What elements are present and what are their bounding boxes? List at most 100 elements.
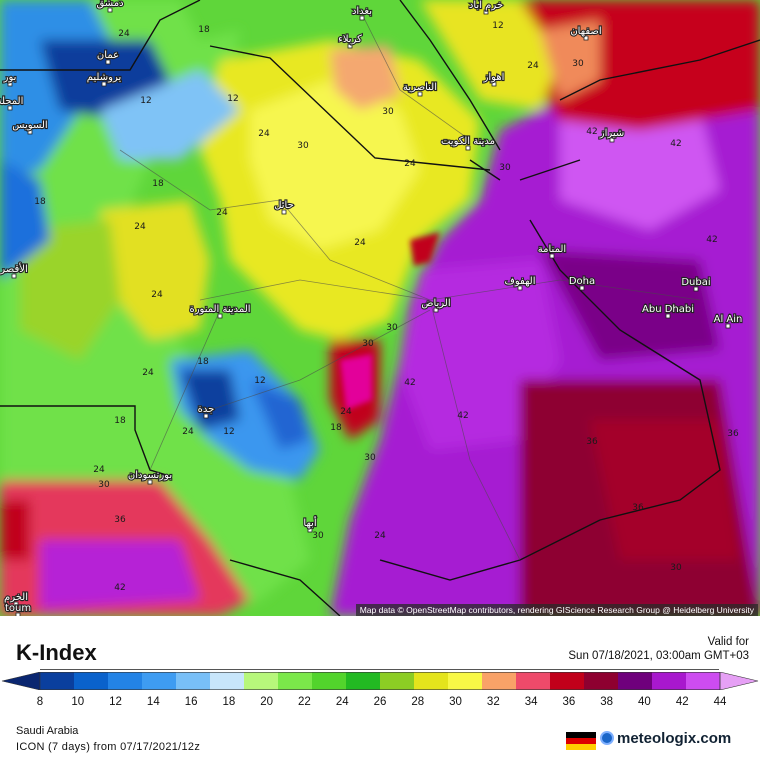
city-dot [105, 59, 111, 65]
legend-max-arrow [719, 672, 759, 690]
legend-tick-label: 42 [675, 696, 689, 708]
legend-tick-label: 24 [335, 696, 349, 708]
city-label: أبها [303, 516, 316, 529]
roads [119, 9, 701, 561]
contour-label: 30 [312, 531, 324, 541]
city-dot [465, 145, 471, 151]
k-index-field [0, 0, 760, 616]
legend-tick-label: 32 [486, 696, 500, 708]
city-marker: بور [2, 71, 17, 87]
city-label: كربلاء [338, 34, 362, 45]
contour-label: 24 [182, 427, 194, 437]
map-attribution[interactable]: Map data © OpenStreetMap contributors, r… [355, 604, 758, 616]
city-label: اصفهان [570, 26, 601, 37]
legend-tick-label: 14 [146, 696, 160, 708]
valid-label: Valid for [707, 636, 749, 648]
city-label: جدة [198, 404, 215, 415]
city-dot [483, 9, 489, 15]
city-dot [27, 129, 33, 135]
city-marker: أبها [302, 515, 318, 533]
legend-tick-label: 30 [449, 696, 462, 708]
city-marker: الناصرية [402, 81, 438, 97]
city-marker: عمان [96, 49, 120, 65]
city-label: يروشليم [87, 72, 122, 83]
legend-swatch [312, 672, 347, 690]
legend-swatch [210, 672, 245, 690]
city-dot [7, 81, 13, 87]
contour-label: 24 [142, 368, 154, 378]
city-marker: السويس [11, 119, 49, 135]
contour-label: 24 [93, 465, 105, 475]
city-label: Al Ain [714, 314, 743, 325]
city-dot [347, 43, 353, 49]
city-dot [15, 612, 21, 616]
contour-label: 30 [499, 163, 511, 173]
legend-swatch [550, 672, 585, 690]
city-marker: كربلاء [337, 33, 363, 49]
legend-swatch [108, 672, 143, 690]
city-label: toum [5, 603, 31, 614]
legend-swatch [686, 672, 721, 690]
legend-swatch [278, 672, 313, 690]
legend-swatch [40, 672, 75, 690]
contour-label: 30 [670, 563, 682, 573]
legend-min-arrow [1, 672, 41, 690]
contour-label: 42 [670, 139, 681, 149]
color-legend [1, 672, 759, 690]
city-label: مدينة الكويت [441, 136, 495, 147]
model-run-label: ICON (7 days) from 07/17/2021/12z [16, 741, 201, 753]
contour-label: 12 [223, 427, 234, 437]
german-flag-icon [566, 732, 596, 750]
legend-swatch [482, 672, 517, 690]
contour-label: 42 [457, 411, 468, 421]
city-dot [693, 286, 699, 292]
legend-tick-label: 20 [260, 696, 274, 708]
city-marker: الأقصر [0, 261, 29, 279]
legend-tick-label: 36 [562, 696, 576, 708]
contour-label: 18 [197, 357, 209, 367]
contour-label: 12 [227, 94, 238, 104]
legend-swatch [74, 672, 109, 690]
city-dot [11, 273, 17, 279]
city-marker: Doha [568, 275, 596, 291]
map-title: K-Index [16, 640, 97, 665]
city-marker: الخرم [3, 591, 29, 607]
legend-tick-label: 44 [713, 696, 727, 708]
contour-labels: 24 18 12 30 24 12 12 30 24 30 42 42 18 18 24 30 24 24 24 42… [34, 21, 739, 593]
k-index-map[interactable]: 24 18 12 30 24 12 12 30 24 30 42 42 18 18 24 30 24 24 24 42… [0, 0, 760, 616]
city-marker: بورتسودان [127, 469, 173, 485]
city-dot [665, 313, 671, 319]
legend-swatch [380, 672, 415, 690]
contour-label: 42 [404, 378, 415, 388]
city-label: الناصرية [403, 82, 437, 93]
city-marker: Abu Dhabi [641, 303, 695, 319]
contour-label: 24 [374, 531, 386, 541]
legend-tick-label: 18 [222, 696, 236, 708]
contour-label: 18 [152, 179, 164, 189]
city-dot [725, 323, 731, 329]
contour-label: 36 [727, 429, 739, 439]
contour-label: 24 [354, 238, 366, 248]
city-marker: المحلة [0, 95, 24, 111]
contour-label: 24 [134, 222, 146, 232]
city-marker: جدة [197, 403, 215, 419]
city-marker: بغداد [351, 5, 373, 21]
legend-swatch [584, 672, 619, 690]
city-marker: يروشليم [86, 71, 123, 87]
city-dot [433, 307, 439, 313]
contour-label: 42 [586, 127, 597, 137]
brand-logo[interactable]: meteologix.com [600, 730, 731, 747]
brand-logo-icon [600, 731, 614, 745]
contour-label: 30 [386, 323, 398, 333]
city-marker: toum [4, 602, 32, 616]
city-marker: المنامة [537, 243, 567, 259]
contour-label: 30 [297, 141, 309, 151]
city-label: المنامة [538, 244, 566, 255]
city-label: Abu Dhabi [642, 304, 694, 315]
valid-time: Sun 07/18/2021, 03:00am GMT+03 [568, 650, 749, 662]
city-label: بور [3, 72, 17, 83]
legend-divider [40, 669, 719, 670]
city-dot [417, 91, 423, 97]
contour-label: 24 [151, 290, 163, 300]
contour-label: 30 [572, 59, 584, 69]
